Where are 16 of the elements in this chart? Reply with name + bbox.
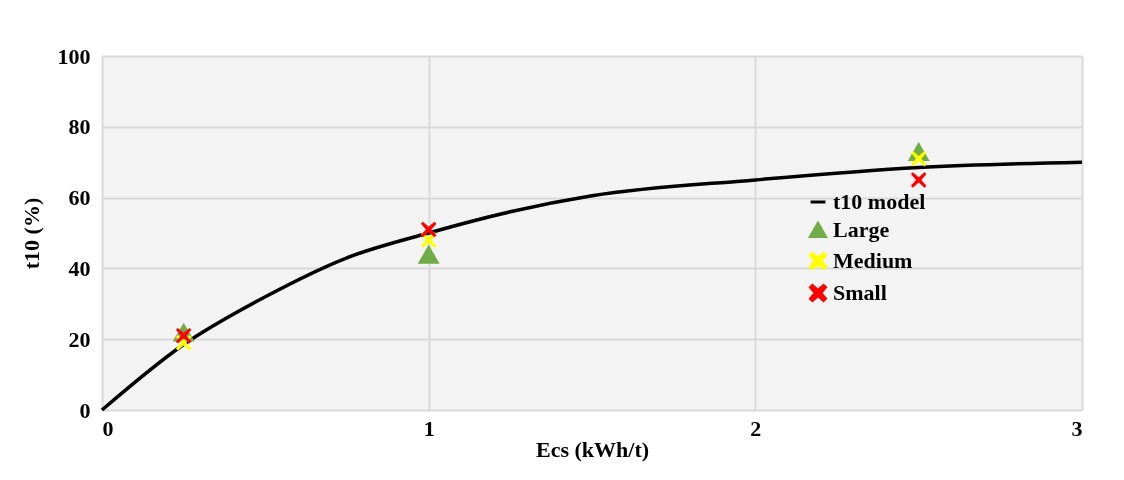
x-tick-label: 1 [423, 415, 435, 441]
x-tick-label: 2 [750, 415, 762, 441]
legend-label: Medium [833, 248, 913, 273]
legend-label: Small [833, 280, 887, 305]
x-tick-label: 3 [1071, 415, 1083, 441]
y-tick-label: 20 [68, 326, 91, 352]
y-tick-label: 40 [68, 255, 91, 281]
legend-label: t10 model [833, 189, 926, 214]
x-axis-title: Ecs (kWh/t) [535, 436, 650, 462]
x-tick-label: 0 [102, 415, 114, 441]
y-tick-label: 100 [57, 43, 91, 69]
y-tick-label: 60 [68, 185, 91, 211]
y-tick-label: 80 [68, 114, 91, 140]
y-tick-label: 0 [79, 397, 91, 423]
legend-label: Large [833, 217, 890, 242]
y-axis-title: t10 (%) [18, 197, 44, 270]
